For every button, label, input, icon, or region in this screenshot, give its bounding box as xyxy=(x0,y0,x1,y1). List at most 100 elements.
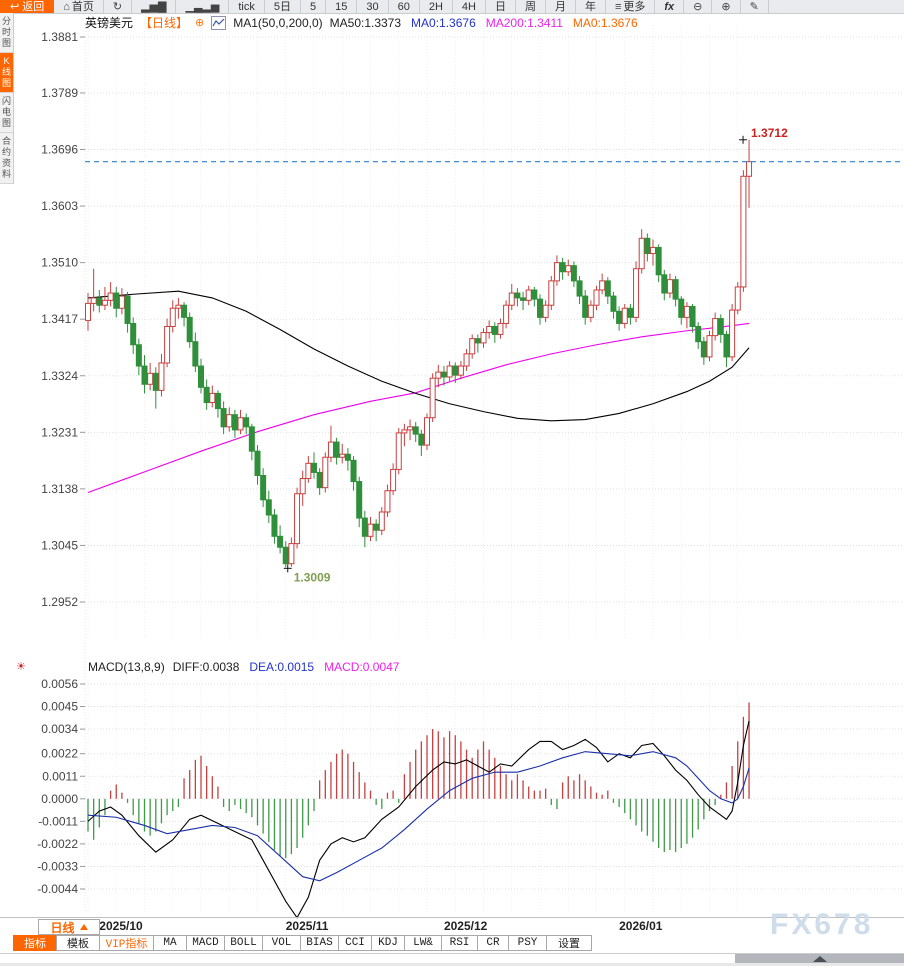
svg-text:1.3045: 1.3045 xyxy=(41,538,78,552)
scrollbar-arrow-icon xyxy=(812,956,827,962)
menu-icon: ≡ xyxy=(614,0,622,13)
svg-text:0.0045: 0.0045 xyxy=(41,700,78,714)
sidebar-item-lightning-chart[interactable]: 闪电图 xyxy=(0,93,13,133)
back-button[interactable]: ↩ 返回 xyxy=(0,0,55,13)
svg-text:-0.0044: -0.0044 xyxy=(37,882,78,896)
watermark: FX678 xyxy=(770,908,874,941)
indicator-tab-LW&[interactable]: LW& xyxy=(404,935,442,951)
draw-button[interactable]: ✎ xyxy=(741,0,769,13)
horizontal-scrollbar[interactable] xyxy=(0,953,904,964)
zoom-in-button[interactable]: ⊕ xyxy=(712,0,741,13)
indicator-tab-指标[interactable]: 指标 xyxy=(13,935,57,951)
add-overlay-icon[interactable]: ⊕ xyxy=(195,17,205,29)
tf-year-label: 年 xyxy=(584,0,596,13)
zoom-out-icon: ⊖ xyxy=(693,0,703,13)
ma-settings-label: MA1(50,0,200,0) xyxy=(233,15,323,30)
tf-5min[interactable]: 5 xyxy=(301,0,327,13)
tf-year[interactable]: 年 xyxy=(576,0,606,13)
indicator-tab-RSI[interactable]: RSI xyxy=(441,935,478,951)
ma-values: MA50:1.3373 MA0:1.3676 MA200:1.3411 MA0:1.3… xyxy=(330,16,638,30)
home-button[interactable]: ⌂ 首页 xyxy=(54,0,104,13)
svg-text:1.3138: 1.3138 xyxy=(41,482,78,496)
home-button-label: 首页 xyxy=(71,0,94,13)
tf-day[interactable]: 日 xyxy=(486,0,516,13)
toolbar-items: ⌂ 首页 ↻ ▂▅▇ ▁▃▂▅ tick 5日 5 15 30 60 2H 4H 日 周 月 年 ≡ 更多 fx ⊖ ⊕ ✎ xyxy=(54,0,904,13)
x-axis-separator xyxy=(0,917,904,918)
period-selector[interactable]: 日线 xyxy=(38,919,100,935)
indicator-tab-PSY[interactable]: PSY xyxy=(508,935,547,951)
line-chart-icon xyxy=(211,15,227,30)
svg-text:0.0034: 0.0034 xyxy=(41,722,78,736)
indicator-tab-BIAS[interactable]: BIAS xyxy=(300,935,339,951)
svg-text:1.3009: 1.3009 xyxy=(294,570,331,584)
tf-2h-label: 2H xyxy=(428,0,443,13)
main-chart-header: 英镑美元 【日线】 ⊕ MA1(50,0,200,0) MA50:1.3373 M… xyxy=(85,15,638,30)
svg-text:1.3510: 1.3510 xyxy=(41,256,78,270)
indicator-tabs-row: 指标 模板 VIP指标 MA MACD BOLL VOL BIAS CCI KDJ LW& RSI CR… xyxy=(13,935,592,951)
tf-30min-label: 30 xyxy=(366,0,379,13)
tf-15min-label: 15 xyxy=(335,0,348,13)
svg-text:2025/11: 2025/11 xyxy=(286,919,329,933)
macd-header: MACD(13,8,9) DIFF:0.0038 DEA:0.0015 MACD:0… xyxy=(88,660,399,674)
sidebar-item-kline-chart[interactable]: K线图 xyxy=(0,53,13,93)
svg-text:1.3696: 1.3696 xyxy=(41,143,78,157)
indicator-tab-CR[interactable]: CR xyxy=(477,935,509,951)
tf-2h[interactable]: 2H xyxy=(420,0,453,13)
indicator-tab-VIP指标[interactable]: VIP指标 xyxy=(99,935,154,951)
tf-5day[interactable]: 5日 xyxy=(265,0,301,13)
svg-text:2025/12: 2025/12 xyxy=(444,919,488,933)
refresh-icon: ↻ xyxy=(112,0,123,13)
tf-60min[interactable]: 60 xyxy=(389,0,420,13)
sidebar-item-time-chart[interactable]: 分时图 xyxy=(0,13,13,53)
tf-week[interactable]: 周 xyxy=(516,0,546,13)
svg-text:-0.0022: -0.0022 xyxy=(37,837,78,851)
zoom-in-icon: ⊕ xyxy=(721,0,731,13)
svg-text:1.2952: 1.2952 xyxy=(41,595,78,609)
indicator-tab-CCI[interactable]: CCI xyxy=(338,935,372,951)
ma-value-2: MA200:1.3411 xyxy=(485,15,563,30)
more-button[interactable]: ≡ 更多 xyxy=(606,0,656,13)
scrollbar-thumb[interactable] xyxy=(735,954,904,964)
zoom-out-button[interactable]: ⊖ xyxy=(684,0,713,13)
symbol-name: 英镑美元 xyxy=(85,16,134,30)
ma-value-3: MA0:1.3676 xyxy=(572,15,638,30)
indicator-tab-模板[interactable]: 模板 xyxy=(56,935,100,951)
tf-30min[interactable]: 30 xyxy=(357,0,389,13)
indicator-tab-MA[interactable]: MA xyxy=(153,935,187,951)
refresh-button[interactable]: ↻ xyxy=(104,0,133,13)
svg-text:-0.0011: -0.0011 xyxy=(38,814,78,828)
indicator-tab-BOLL[interactable]: BOLL xyxy=(224,935,263,951)
tf-tick[interactable]: tick xyxy=(229,0,265,13)
indicator-tab-设置[interactable]: 设置 xyxy=(546,935,592,951)
tf-month[interactable]: 月 xyxy=(546,0,576,13)
tf-4h[interactable]: 4H xyxy=(453,0,486,13)
tf-5min-label: 5 xyxy=(309,0,317,13)
indicator-tab-MACD[interactable]: MACD xyxy=(186,935,225,951)
svg-text:0.0056: 0.0056 xyxy=(41,677,78,691)
svg-text:2025/10: 2025/10 xyxy=(99,919,143,933)
volume-bars-icon: ▁▃▂▅ xyxy=(185,0,220,13)
indicator-tab-KDJ[interactable]: KDJ xyxy=(371,935,405,951)
tf-week-label: 周 xyxy=(524,0,536,13)
more-button-label: 更多 xyxy=(623,0,646,13)
formula-button[interactable]: fx xyxy=(655,0,685,13)
indicator-tab-VOL[interactable]: VOL xyxy=(262,935,301,951)
macd-value-0: DIFF:0.0038 xyxy=(172,660,240,674)
triangle-up-icon xyxy=(79,924,88,930)
svg-text:2026/01: 2026/01 xyxy=(619,919,663,933)
tf-15min[interactable]: 15 xyxy=(326,0,358,13)
sidebar-item-contract-info[interactable]: 合约资料 xyxy=(0,133,13,184)
indicator-sun-icon[interactable]: ☀ xyxy=(16,661,26,673)
volume-button[interactable]: ▁▃▂▅ xyxy=(176,0,230,13)
pencil-icon: ✎ xyxy=(749,0,759,13)
svg-text:1.3417: 1.3417 xyxy=(41,312,78,326)
chart-type-button[interactable]: ▂▅▇ xyxy=(132,0,177,13)
tf-month-label: 月 xyxy=(554,0,566,13)
bar-chart-icon: ▂▅▇ xyxy=(141,0,167,13)
svg-text:1.3603: 1.3603 xyxy=(41,199,78,213)
svg-text:1.3231: 1.3231 xyxy=(41,425,78,439)
svg-text:0.0022: 0.0022 xyxy=(41,747,78,761)
home-icon: ⌂ xyxy=(63,0,70,13)
